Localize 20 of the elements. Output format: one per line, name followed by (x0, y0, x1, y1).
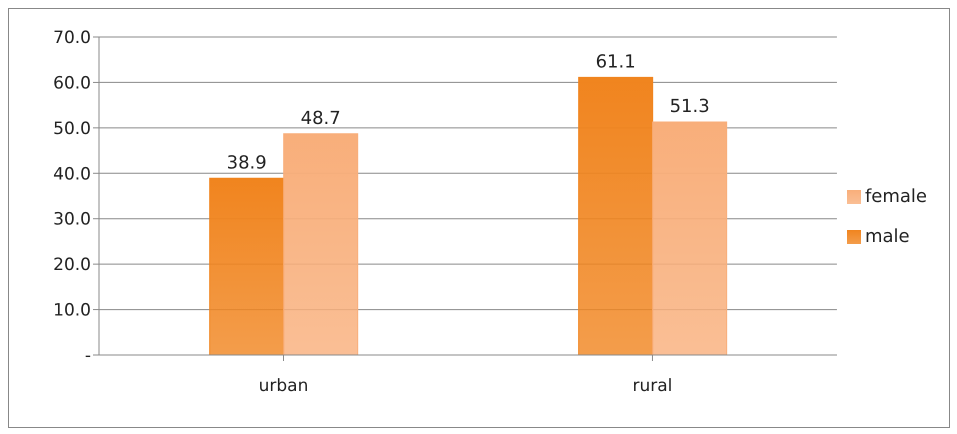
x-tick-label: urban (258, 376, 308, 396)
x-tick-label: rural (632, 376, 672, 396)
data-label: 38.9 (226, 152, 267, 174)
data-label: 48.7 (300, 108, 341, 129)
legend-label: male (864, 226, 910, 247)
y-tick-label: - (84, 346, 91, 366)
y-tick-label: 50.0 (53, 118, 91, 139)
y-tick-label: 20.0 (53, 255, 91, 276)
y-tick-label: 40.0 (53, 164, 91, 184)
y-tick-label: 60.0 (53, 73, 91, 94)
y-tick-label: 10.0 (53, 300, 91, 321)
y-tick-label: 70.0 (53, 28, 91, 48)
legend-label: female (864, 186, 927, 207)
bar (283, 133, 358, 355)
bar (209, 178, 284, 355)
y-tick-label: 30.0 (53, 210, 91, 230)
bar (652, 121, 728, 355)
bar (578, 76, 654, 355)
data-label: 61.1 (596, 51, 636, 72)
data-label: 51.3 (670, 96, 710, 117)
